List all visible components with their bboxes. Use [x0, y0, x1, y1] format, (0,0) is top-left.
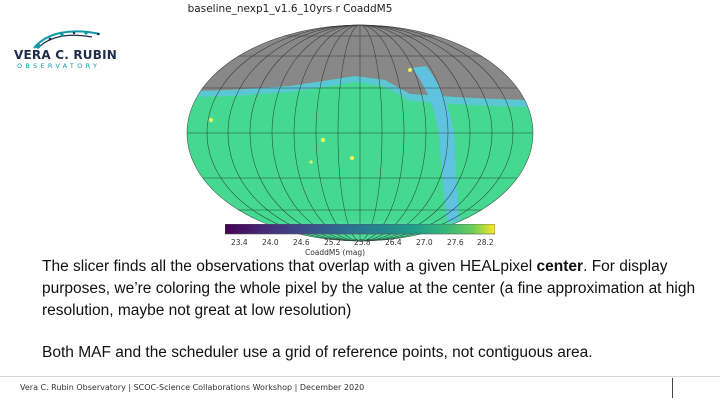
- figure-title: baseline_nexp1_v1.6_10yrs r CoaddM5: [187, 3, 393, 15]
- colorbar-tick: 28.2: [477, 238, 494, 247]
- colorbar-tick: 25.2: [324, 238, 341, 247]
- colorbar-tick: 24.6: [293, 238, 310, 247]
- bright-spot: [349, 155, 355, 161]
- bright-spot: [309, 160, 313, 164]
- bright-spot: [208, 117, 214, 123]
- body-paragraph-2: Both MAF and the scheduler use a grid of…: [42, 344, 593, 361]
- colorbar-label: CoaddM5 (mag): [304, 248, 366, 257]
- footprint-edge-band: [187, 76, 533, 108]
- colorbar-tick: 27.0: [416, 238, 433, 247]
- colorbar: [225, 224, 495, 235]
- rubin-logo-icon: [33, 30, 101, 49]
- footer-divider: [0, 376, 720, 377]
- colorbar-tick: 25.8: [354, 238, 371, 247]
- sky-map-figure: [186, 24, 534, 242]
- colorbar-tick: 23.4: [231, 238, 248, 247]
- footer-text: Vera C. Rubin Observatory | SCOC-Science…: [20, 383, 365, 392]
- graticule: [186, 24, 534, 242]
- galactic-plane-stream: [412, 66, 462, 241]
- bright-spot: [408, 68, 412, 72]
- logo-title: VERA C. RUBIN: [14, 48, 117, 62]
- footer-marker: [672, 378, 673, 398]
- colorbar-tick: 26.4: [385, 238, 402, 247]
- logo-subtitle: OBSERVATORY: [17, 62, 101, 70]
- colorbar-gradient: [225, 224, 495, 235]
- colorbar-tick: 24.0: [262, 238, 279, 247]
- body-paragraph-1: The slicer finds all the observations th…: [42, 258, 696, 319]
- bright-spot: [320, 137, 326, 143]
- colorbar-tick: 27.6: [447, 238, 464, 247]
